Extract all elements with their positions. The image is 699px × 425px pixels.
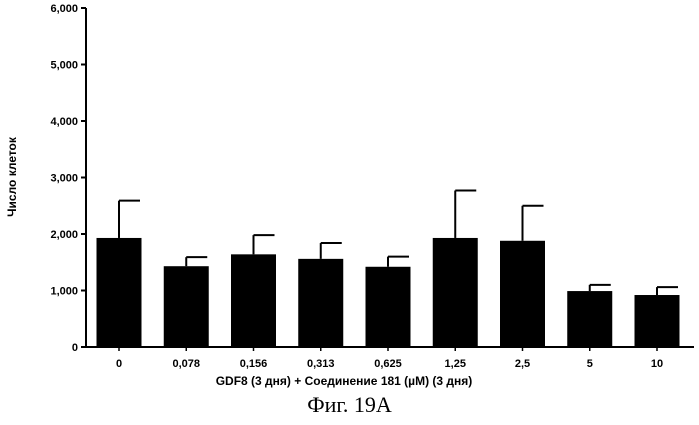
bar: [164, 266, 209, 347]
x-tick-label: 5: [587, 358, 593, 370]
x-tick-label: 0,078: [172, 358, 200, 370]
x-axis-ticks: 0 0,078 0,156 0,313 0,625 1,25 2,5 5 10: [116, 347, 663, 370]
x-axis-label: GDF8 (3 дня) + Соединение 181 (µM) (3 дн…: [216, 374, 473, 388]
y-axis-label: Число клеток: [5, 136, 19, 217]
x-tick-label: 0,156: [240, 358, 268, 370]
x-tick-label: 10: [651, 358, 663, 370]
bar: [433, 238, 478, 347]
figure-caption: Фиг. 19А: [0, 392, 699, 418]
bar: [298, 259, 343, 347]
y-tick-label: 0: [72, 342, 78, 354]
bar-chart: 0 1,000 2,000 3,000 4,000 5,000 6,000 0 0,078 0,…: [0, 0, 699, 392]
x-tick-label: 0,313: [307, 358, 335, 370]
x-tick-label: 0: [116, 358, 122, 370]
y-tick-label: 5,000: [50, 60, 78, 72]
bar: [567, 291, 612, 347]
y-tick-label: 2,000: [50, 229, 78, 241]
y-axis-ticks: 0 1,000 2,000 3,000 4,000 5,000 6,000: [50, 3, 86, 354]
x-tick-label: 1,25: [445, 358, 466, 370]
bar: [97, 238, 142, 347]
bars: [97, 238, 680, 347]
bar: [500, 241, 545, 347]
bar: [635, 295, 680, 347]
y-tick-label: 6,000: [50, 3, 78, 15]
x-tick-label: 0,625: [374, 358, 402, 370]
bar: [231, 254, 276, 347]
bar: [366, 267, 411, 347]
y-tick-label: 4,000: [50, 116, 78, 128]
y-tick-label: 1,000: [50, 286, 78, 298]
y-tick-label: 3,000: [50, 173, 78, 185]
x-tick-label: 2,5: [515, 358, 530, 370]
